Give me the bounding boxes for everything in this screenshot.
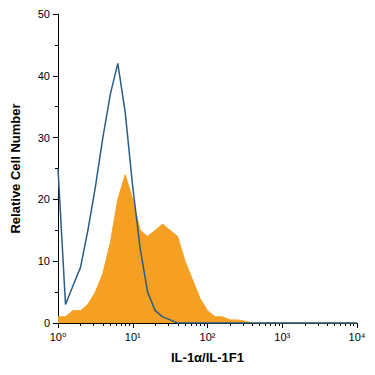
svg-text:10³: 10³ <box>274 331 290 343</box>
svg-text:10⁰: 10⁰ <box>50 331 67 343</box>
svg-text:Relative Cell Number: Relative Cell Number <box>8 103 23 233</box>
svg-text:30: 30 <box>38 132 50 144</box>
svg-text:40: 40 <box>38 70 50 82</box>
svg-text:10¹: 10¹ <box>125 331 141 343</box>
svg-text:10: 10 <box>38 255 50 267</box>
svg-text:IL-1α/IL-1F1: IL-1α/IL-1F1 <box>171 350 244 365</box>
svg-text:20: 20 <box>38 193 50 205</box>
svg-text:50: 50 <box>38 8 50 20</box>
svg-text:0: 0 <box>44 317 50 329</box>
svg-text:10²: 10² <box>200 331 216 343</box>
svg-text:10⁴: 10⁴ <box>349 331 366 343</box>
